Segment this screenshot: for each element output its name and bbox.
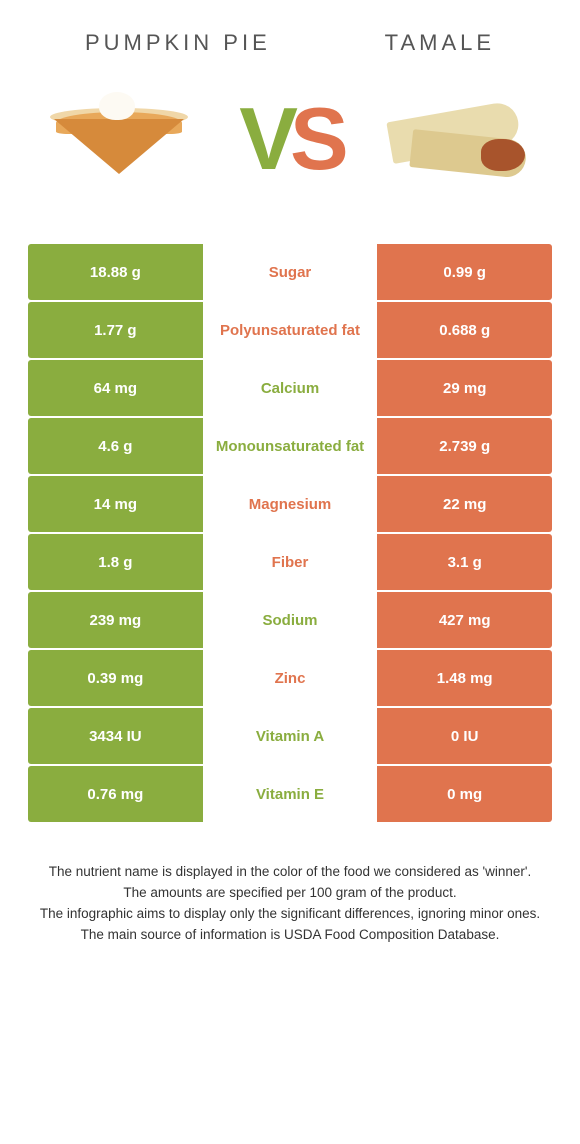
table-row: 14 mgMagnesium22 mg [28,476,552,532]
left-value: 14 mg [28,476,203,532]
left-value: 4.6 g [28,418,203,474]
table-row: 239 mgSodium427 mg [28,592,552,648]
footnote-line: The main source of information is USDA F… [38,925,542,946]
pumpkin-pie-icon [44,94,194,184]
right-value: 0 mg [377,766,552,822]
right-value: 1.48 mg [377,650,552,706]
right-food-image [376,74,546,204]
left-value: 64 mg [28,360,203,416]
nutrient-label: Magnesium [203,476,378,532]
left-value: 0.76 mg [28,766,203,822]
nutrient-label: Vitamin A [203,708,378,764]
right-value: 3.1 g [377,534,552,590]
nutrient-label: Zinc [203,650,378,706]
left-value: 239 mg [28,592,203,648]
nutrient-label: Sodium [203,592,378,648]
vs-v: V [239,89,290,188]
footnote-line: The nutrient name is displayed in the co… [38,862,542,883]
table-row: 64 mgCalcium29 mg [28,360,552,416]
right-value: 0.99 g [377,244,552,300]
vs-s: S [290,89,341,188]
left-value: 18.88 g [28,244,203,300]
nutrient-label: Fiber [203,534,378,590]
hero-row: VS [28,74,552,204]
right-food-title: TAMALE [385,30,495,56]
left-food-title: PUMPKIN PIE [85,30,271,56]
nutrient-label: Vitamin E [203,766,378,822]
nutrient-label: Sugar [203,244,378,300]
footnote-line: The infographic aims to display only the… [38,904,542,925]
table-row: 1.77 gPolyunsaturated fat0.688 g [28,302,552,358]
left-food-image [34,74,204,204]
left-value: 3434 IU [28,708,203,764]
footnotes: The nutrient name is displayed in the co… [28,862,552,946]
title-row: PUMPKIN PIE TAMALE [28,30,552,56]
tamale-icon [381,89,541,189]
table-row: 3434 IUVitamin A0 IU [28,708,552,764]
right-value: 22 mg [377,476,552,532]
left-value: 0.39 mg [28,650,203,706]
nutrient-label: Calcium [203,360,378,416]
footnote-line: The amounts are specified per 100 gram o… [38,883,542,904]
nutrient-label: Polyunsaturated fat [203,302,378,358]
right-value: 427 mg [377,592,552,648]
table-row: 1.8 gFiber3.1 g [28,534,552,590]
right-value: 0.688 g [377,302,552,358]
nutrient-label: Monounsaturated fat [203,418,378,474]
table-row: 0.39 mgZinc1.48 mg [28,650,552,706]
right-value: 2.739 g [377,418,552,474]
table-row: 0.76 mgVitamin E0 mg [28,766,552,822]
table-row: 18.88 gSugar0.99 g [28,244,552,300]
right-value: 0 IU [377,708,552,764]
table-row: 4.6 gMonounsaturated fat2.739 g [28,418,552,474]
left-value: 1.8 g [28,534,203,590]
nutrient-table: 18.88 gSugar0.99 g1.77 gPolyunsaturated … [28,244,552,822]
right-value: 29 mg [377,360,552,416]
left-value: 1.77 g [28,302,203,358]
vs-label: VS [239,95,340,183]
